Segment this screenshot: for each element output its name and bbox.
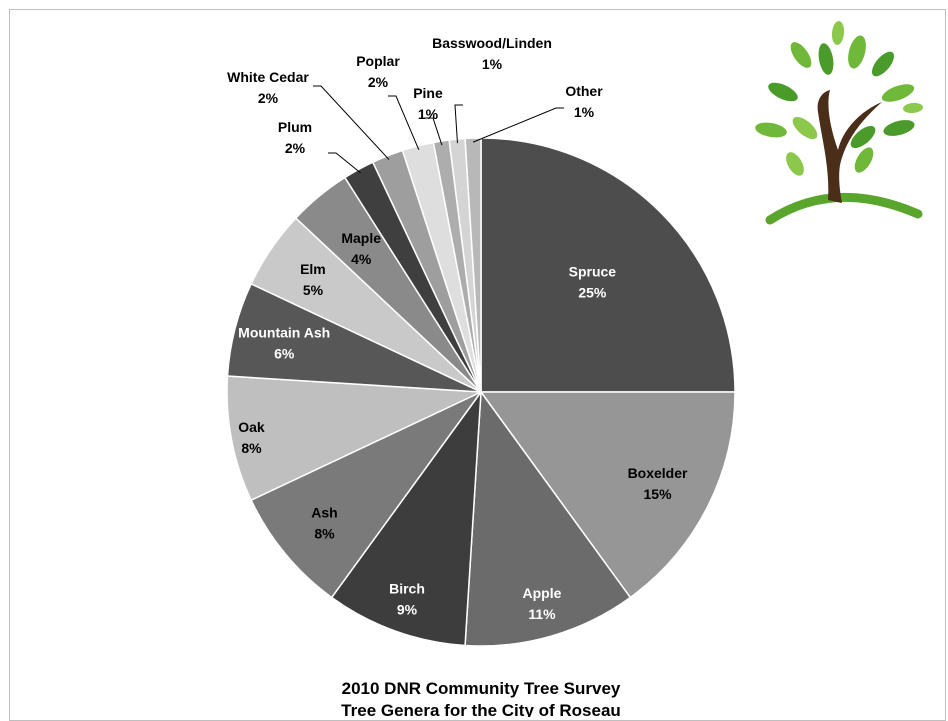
chart-title: 2010 DNR Community Tree Survey <box>342 679 621 698</box>
pie-slice-birch <box>330 389 482 647</box>
slice-percent-label: 6% <box>274 345 295 361</box>
leader-lines <box>313 85 564 174</box>
slice-percent-label: 9% <box>397 602 418 618</box>
leader-line-poplar <box>388 95 420 151</box>
slice-percent-label: 8% <box>314 526 335 542</box>
leaf <box>883 120 915 136</box>
slice-percent-label: 1% <box>574 104 595 120</box>
slice-percent-label: 11% <box>528 606 556 622</box>
slice-percent-label: 8% <box>241 440 262 456</box>
leader-line-white-cedar <box>313 85 390 160</box>
pie-slice-boxelder <box>479 391 736 599</box>
slice-label: Poplar <box>356 53 400 69</box>
pie-slice-spruce <box>480 137 736 393</box>
slice-label: Birch <box>389 581 425 597</box>
slice-percent-label: 4% <box>351 251 372 267</box>
slice-percent-label: 25% <box>578 285 607 301</box>
pie-slices <box>226 137 736 647</box>
leader-line-basswood-linden <box>454 104 463 144</box>
pie-slice-ash <box>250 391 482 599</box>
slice-label: Basswood/Linden <box>432 35 552 51</box>
leaf <box>903 102 923 114</box>
leaf <box>850 125 876 149</box>
leader-line-plum <box>328 152 361 174</box>
slice-label: Mountain Ash <box>238 324 330 340</box>
leader-line-pine <box>425 117 443 146</box>
slice-percent-label: 2% <box>285 140 306 156</box>
slice-percent-label: 5% <box>303 282 324 298</box>
leaf <box>792 116 818 140</box>
pie-slice-oak <box>226 375 482 502</box>
tree-trunk <box>817 90 882 203</box>
leaf <box>786 152 804 176</box>
slice-label: Plum <box>278 119 312 135</box>
leaf <box>818 43 834 75</box>
chart-subtitle: Tree Genera for the City of Roseau <box>341 701 621 717</box>
leaf <box>848 35 866 69</box>
slice-labels: Spruce 25% Boxelder 15% Apple 11% Birch 9% Ash 8%… <box>227 35 688 622</box>
leaf <box>790 42 812 68</box>
ground-arc <box>765 192 923 225</box>
slice-label: Other <box>565 83 603 99</box>
leaf <box>881 84 915 102</box>
slice-percent-label: 2% <box>368 74 389 90</box>
leaf <box>755 122 787 138</box>
slice-label: White Cedar <box>227 69 309 85</box>
leaf <box>831 21 845 45</box>
leaf <box>854 147 874 173</box>
slice-percent-label: 1% <box>482 56 503 72</box>
slice-percent-label: 15% <box>644 486 673 502</box>
slice-label: Boxelder <box>628 465 688 481</box>
slice-label: Oak <box>238 419 265 435</box>
slice-label: Spruce <box>569 264 617 280</box>
tree-logo <box>755 21 923 225</box>
leader-line-other <box>472 107 564 143</box>
slice-label: Apple <box>522 585 561 601</box>
slice-label: Ash <box>311 505 337 521</box>
pie-slice-other <box>464 137 482 393</box>
slice-label: Elm <box>300 261 326 277</box>
leaf <box>871 51 895 77</box>
slice-label: Maple <box>341 230 381 246</box>
slice-percent-label: 1% <box>418 106 439 122</box>
slice-label: Pine <box>413 85 443 101</box>
leaf <box>768 82 798 102</box>
slice-percent-label: 2% <box>258 90 279 106</box>
pie-slice-apple <box>464 389 632 647</box>
